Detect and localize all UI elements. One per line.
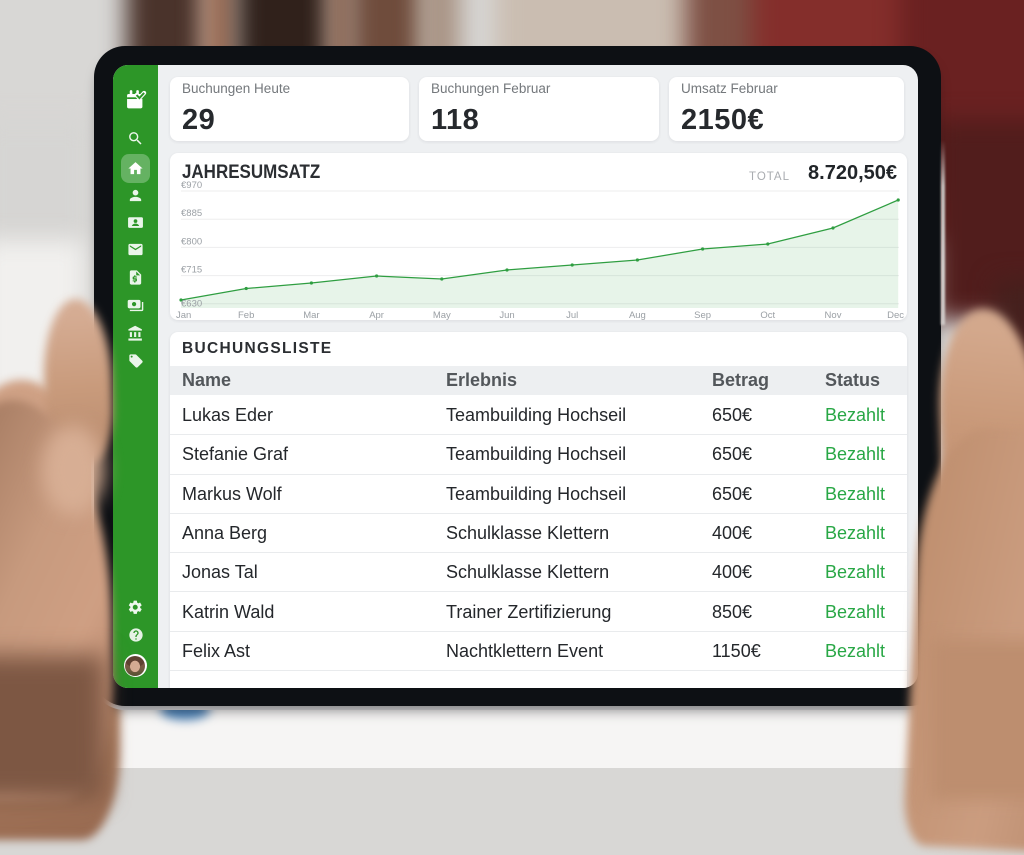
- svg-text:€800: €800: [181, 236, 202, 247]
- svg-text:Sep: Sep: [694, 310, 711, 320]
- svg-text:Oct: Oct: [760, 310, 775, 320]
- svg-text:Jul: Jul: [566, 310, 578, 320]
- svg-text:Mar: Mar: [303, 310, 319, 320]
- svg-text:€885: €885: [181, 208, 202, 219]
- svg-text:Nov: Nov: [825, 310, 842, 320]
- svg-text:Dec: Dec: [887, 310, 904, 320]
- svg-text:€715: €715: [181, 265, 202, 276]
- svg-text:Apr: Apr: [369, 310, 384, 320]
- svg-text:Aug: Aug: [629, 310, 646, 320]
- svg-text:Feb: Feb: [238, 310, 254, 320]
- svg-text:May: May: [433, 310, 451, 320]
- svg-text:€970: €970: [181, 180, 202, 191]
- svg-text:Jan: Jan: [176, 310, 191, 320]
- svg-text:€630: €630: [181, 299, 202, 310]
- svg-text:Jun: Jun: [499, 310, 514, 320]
